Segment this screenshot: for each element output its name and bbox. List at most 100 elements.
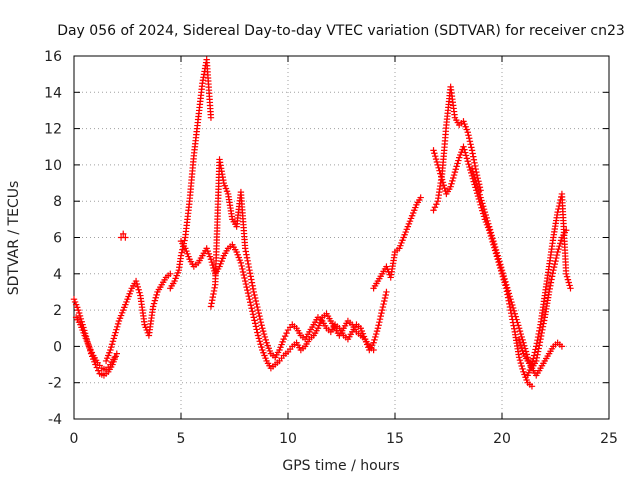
data-point-interp [517,341,525,349]
data-point-interp [518,344,525,352]
data-point-interp [244,289,252,297]
data-point-interp [470,171,477,178]
data-point-interp [432,152,439,160]
data-point-interp [253,300,260,308]
data-point-interp [463,155,471,162]
data-points [70,56,574,390]
data-point-interp [437,170,444,177]
data-point [477,194,484,201]
data-point-interp [449,177,456,185]
series-track-g [207,156,279,361]
data-point-interp [246,270,254,277]
data-point-interp [441,184,448,192]
data-point [528,361,536,368]
y-tick-label: 8 [53,194,62,210]
data-point [259,325,266,332]
y-tick-label: 12 [44,122,62,138]
data-point-interp [486,226,494,233]
data-point-interp [372,333,379,341]
data-point-interp [467,141,474,148]
data-point-interp [249,285,257,293]
data-point [554,248,561,256]
data-point-interp [372,330,380,338]
x-tick-labels: 0 5 10 15 20 25 [70,431,618,447]
data-point-interp [491,240,498,248]
data-point-interp [509,301,516,309]
data-point-interp [500,272,507,280]
data-point-interp [488,232,495,239]
data-point-interp [509,304,517,312]
data-point-interp [547,282,554,289]
data-point [75,306,82,314]
y-tick-label: 10 [44,158,62,174]
data-point-interp [450,174,457,182]
data-point-interp [536,327,543,335]
data-point-interp [529,358,536,365]
data-point-interp [254,303,261,311]
data-point-interp [113,326,120,333]
data-point-interp [531,349,539,356]
data-point-interp [504,287,512,294]
data-point-interp [211,284,218,292]
data-point-interp [381,297,388,305]
data-point-interp [448,180,455,187]
x-tick-label: 25 [600,431,618,447]
data-point-interp [110,335,118,342]
x-tick-label: 20 [493,431,511,447]
data-point-interp [153,291,160,299]
data-point-interp [475,188,483,195]
data-point-interp [257,319,265,326]
series-track-i [276,310,377,365]
data-point [250,288,257,296]
x-tick-label: 5 [177,431,186,447]
series-track-f [177,237,283,372]
y-tick-label: 16 [44,49,62,65]
data-point [246,296,253,303]
data-point-interp [256,315,264,323]
data-point-interp [150,300,158,307]
series-track-a [70,296,120,379]
data-point-interp [243,254,251,261]
data-point-interp [436,167,443,174]
series-track-b [72,314,118,374]
data-point-interp [242,280,250,288]
data-point-interp [245,260,252,268]
data-point-interp [208,300,215,307]
data-point-interp [502,278,509,285]
data-point-interp [517,330,525,338]
data-point-interp [179,246,186,253]
data-point-interp [239,265,246,273]
x-axis-label: GPS time / hours [282,458,399,474]
data-point-interp [133,280,141,288]
data-point-interp [108,341,116,348]
data-point [430,207,437,214]
data-point-interp [246,299,254,306]
data-point-interp [455,157,462,164]
data-point-interp [519,347,526,354]
data-point [120,230,127,238]
data-point-interp [433,158,441,166]
data-point-interp [114,320,122,328]
data-point [111,332,118,339]
y-tick-label: 6 [53,231,62,247]
data-point-interp [483,214,490,222]
data-point-interp [134,283,141,291]
data-point-interp [239,268,247,276]
data-point-interp [493,249,501,256]
data-point-interp [281,332,289,340]
data-point [167,270,174,277]
data-point [563,270,570,277]
y-axis-label: SDTVAR / TECUs [6,181,22,296]
data-point-interp [452,166,459,173]
data-point-interp [516,356,524,364]
data-point-interp [440,182,447,189]
data-point-interp [510,307,518,315]
data-point [460,143,467,150]
data-point-interp [380,300,387,308]
data-point-interp [251,291,258,299]
data-point-interp [252,323,260,330]
data-point-interp [243,283,250,291]
x-tick-label: 10 [279,431,297,447]
data-point-interp [136,289,143,296]
data-point-interp [244,257,251,265]
